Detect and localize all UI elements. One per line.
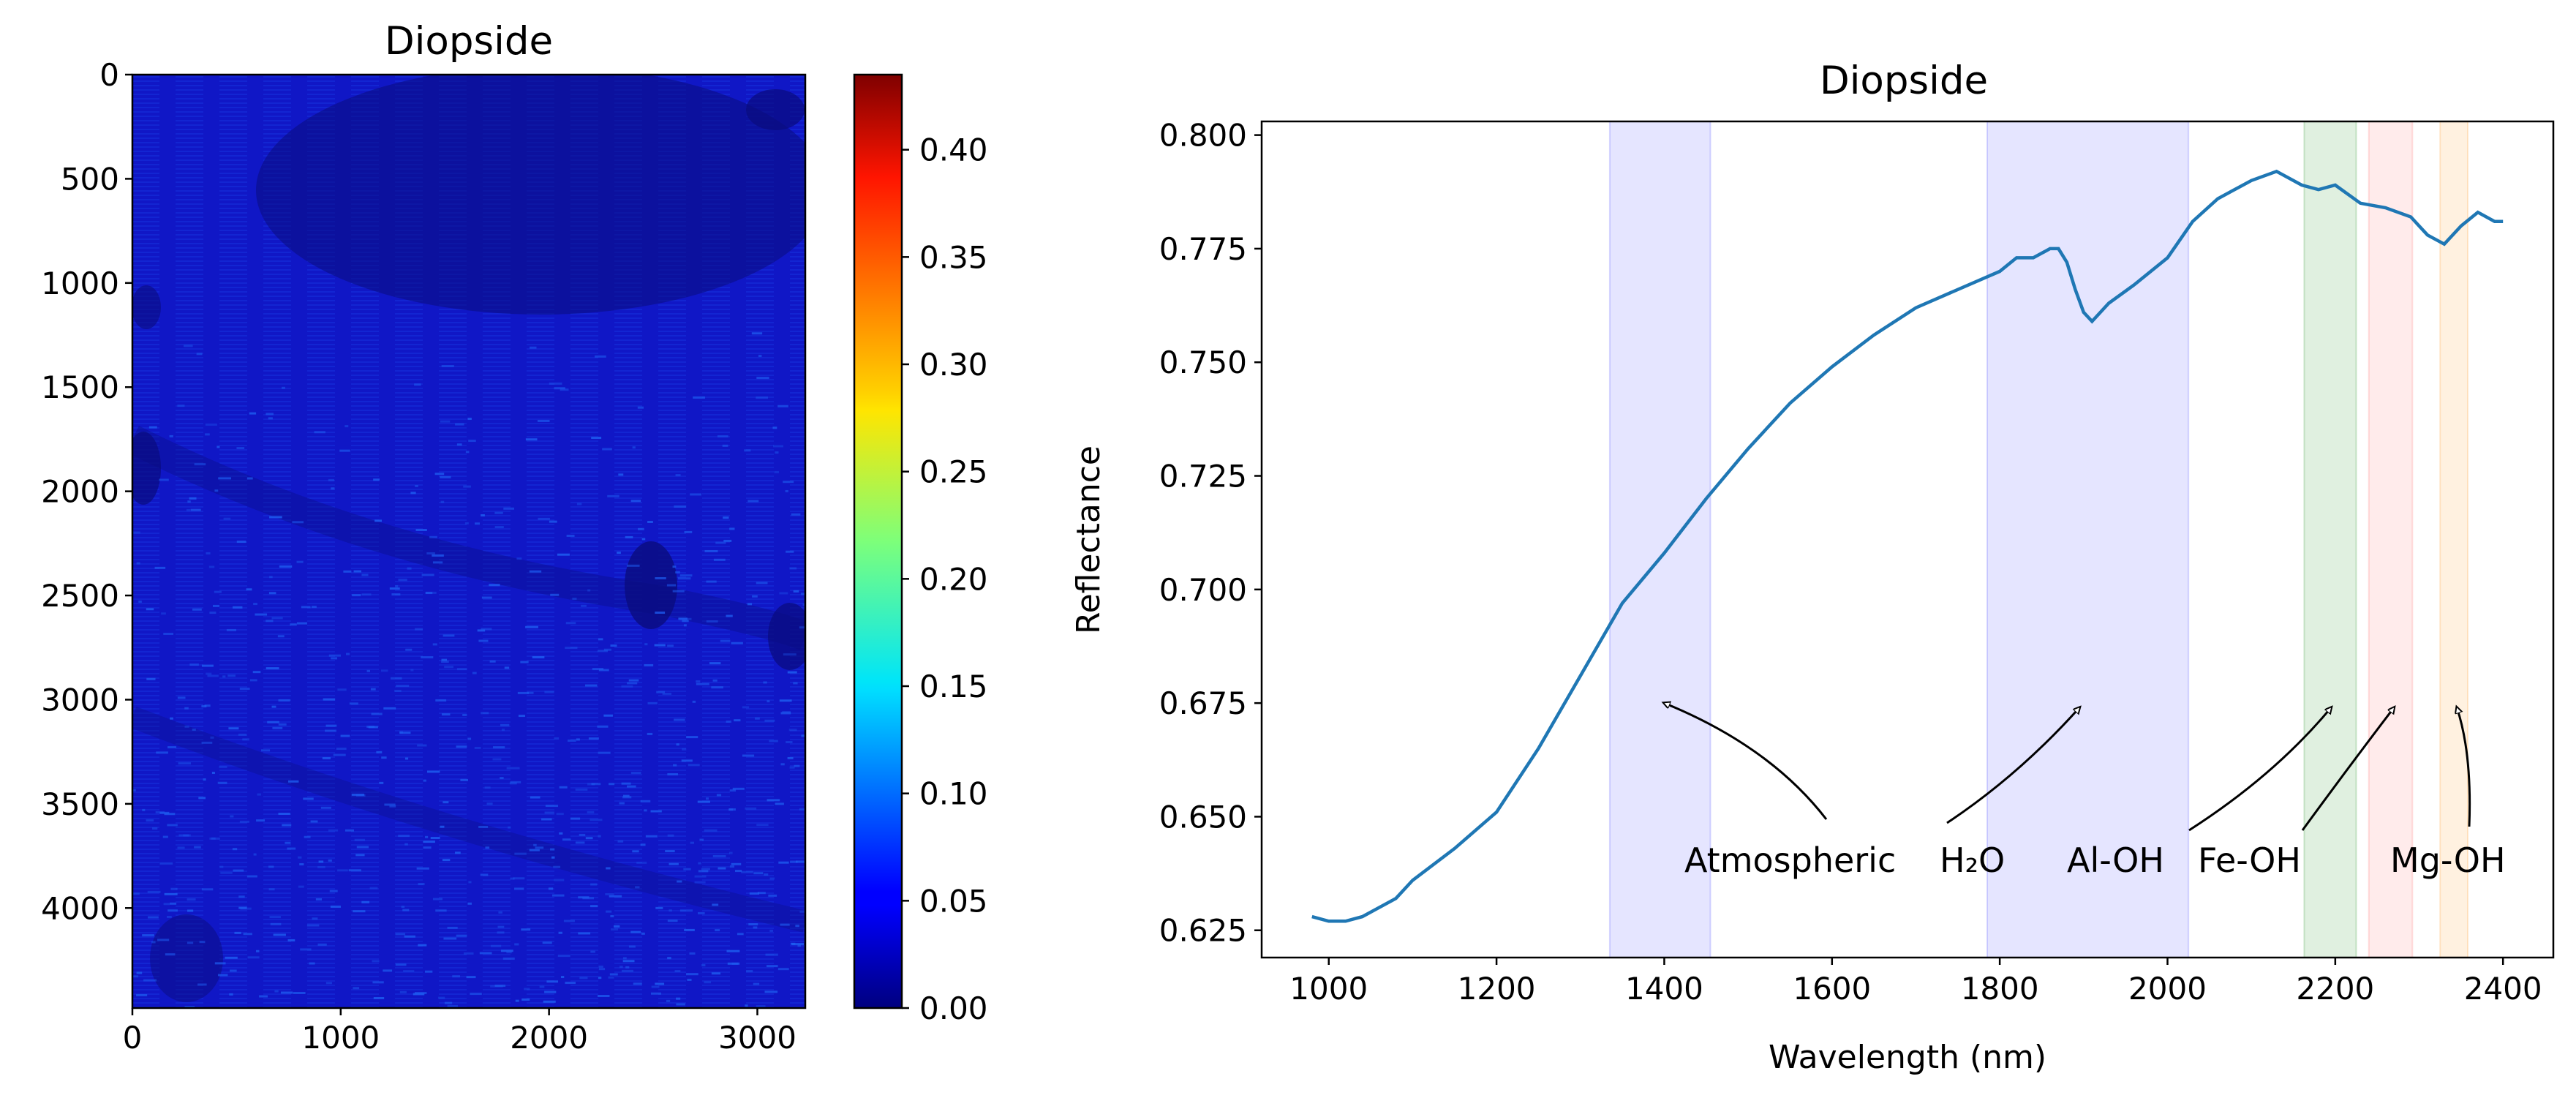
annotation-atmospheric: Atmospheric xyxy=(1684,841,1896,880)
heatmap-y-tick-label: 0 xyxy=(99,57,119,93)
heatmap-x-tick-label: 0 xyxy=(123,1020,143,1056)
y-tick-label: 0.700 xyxy=(1159,572,1247,608)
annotation-arrow xyxy=(2457,707,2471,827)
colorbar-tick-label: 0.40 xyxy=(919,132,988,168)
annotation-arrows xyxy=(1664,703,2471,832)
x-tick-label: 2400 xyxy=(2464,971,2542,1007)
annotation-mg-oh: Mg-OH xyxy=(2390,841,2506,880)
line-chart-x-axis: 1000 1200 1400 1600 1800 2000 2200 2400 xyxy=(1289,958,2542,1007)
annotation-arrow xyxy=(1946,707,2079,824)
heatmap-y-tick-label: 500 xyxy=(61,161,119,197)
absorption-band xyxy=(2439,121,2469,958)
heatmap-speckles xyxy=(132,332,805,1008)
colorbar-axis: 0.00 0.05 0.10 0.15 0.20 0.25 0.30 0.35 0.40 xyxy=(902,132,988,1026)
heatmap-y-tick-label: 1500 xyxy=(41,369,119,405)
y-tick-label: 0.650 xyxy=(1159,799,1247,835)
y-tick-label: 0.750 xyxy=(1159,345,1247,380)
heatmap-x-tick-label: 2000 xyxy=(510,1020,588,1056)
heatmap-y-tick-label: 1000 xyxy=(41,266,119,301)
x-axis-label: Wavelength (nm) xyxy=(1769,1039,2046,1076)
y-tick-label: 0.800 xyxy=(1159,118,1247,154)
annotation-h2o: H₂O xyxy=(1940,841,2005,880)
absorption-band xyxy=(1986,121,2190,958)
line-chart-y-axis: 0.625 0.650 0.675 0.700 0.725 0.750 0.775 0.800 xyxy=(1159,118,1262,949)
annotation-arrow xyxy=(2188,707,2331,832)
colorbar-tick-label: 0.15 xyxy=(919,669,988,704)
y-tick-label: 0.625 xyxy=(1159,913,1247,949)
reflectance-line xyxy=(1311,169,2504,923)
absorption-bands xyxy=(1608,121,2469,958)
absorption-band xyxy=(2368,121,2414,958)
colorbar-tick-label: 0.30 xyxy=(919,347,988,383)
absorption-band xyxy=(2303,121,2357,958)
heatmap-y-tick-label: 2500 xyxy=(41,578,119,614)
heatmap-x-axis: 0 1000 2000 3000 xyxy=(123,1008,796,1056)
y-tick-label: 0.725 xyxy=(1159,459,1247,495)
colorbar-tick-label: 0.05 xyxy=(919,883,988,919)
y-tick-label: 0.675 xyxy=(1159,685,1247,721)
x-tick-label: 1200 xyxy=(1458,971,1536,1007)
annotations: Atmospheric H₂O Al-OH Fe-OH Mg-OH xyxy=(1664,703,2506,880)
colorbar-tick-label: 0.20 xyxy=(919,561,988,597)
x-tick-label: 1000 xyxy=(1289,971,1368,1007)
colorbar-tick-label: 0.00 xyxy=(919,990,988,1026)
heatmap-title: Diopside xyxy=(385,19,553,64)
heatmap-x-tick-label: 1000 xyxy=(301,1020,380,1056)
line-chart-panel: Diopside 1000 1200 1400 1600 1800 2000 2200 240… xyxy=(1070,59,2555,1076)
absorption-band xyxy=(1608,121,1711,958)
heatmap-y-axis: 0 500 1000 1500 2000 2500 3000 3500 4000 xyxy=(41,57,132,926)
heatmap-y-tick-label: 3500 xyxy=(41,786,119,822)
heatmap-frame xyxy=(131,73,807,1009)
annotation-fe-oh: Fe-OH xyxy=(2198,841,2301,880)
colorbar-frame xyxy=(853,73,903,1009)
annotation-arrow xyxy=(2301,707,2394,831)
heatmap-y-tick-label: 4000 xyxy=(41,890,119,926)
heatmap-panel: Diopside 0 1000 2000 3000 0 500 1000 1500 2000 2… xyxy=(41,19,987,1056)
colorbar xyxy=(854,75,902,1008)
x-tick-label: 1600 xyxy=(1793,971,1871,1007)
heatmap-x-tick-label: 3000 xyxy=(718,1020,796,1056)
plot-frame xyxy=(1260,120,2555,959)
line-chart-title: Diopside xyxy=(1820,59,1988,103)
heatmap-image xyxy=(132,75,805,1008)
colorbar-tick-label: 0.25 xyxy=(919,454,988,490)
y-tick-label: 0.775 xyxy=(1159,231,1247,267)
x-tick-label: 2000 xyxy=(2128,971,2207,1007)
annotation-al-oh: Al-OH xyxy=(2067,841,2164,880)
heatmap-y-tick-label: 2000 xyxy=(41,474,119,510)
x-tick-label: 1400 xyxy=(1625,971,1703,1007)
colorbar-tick-label: 0.35 xyxy=(919,239,988,275)
annotation-arrow xyxy=(1664,703,1828,820)
colorbar-tick-label: 0.10 xyxy=(919,776,988,812)
x-tick-label: 1800 xyxy=(1961,971,2039,1007)
y-axis-label: Reflectance xyxy=(1070,445,1107,634)
heatmap-y-tick-label: 3000 xyxy=(41,682,119,718)
x-tick-label: 2200 xyxy=(2296,971,2374,1007)
